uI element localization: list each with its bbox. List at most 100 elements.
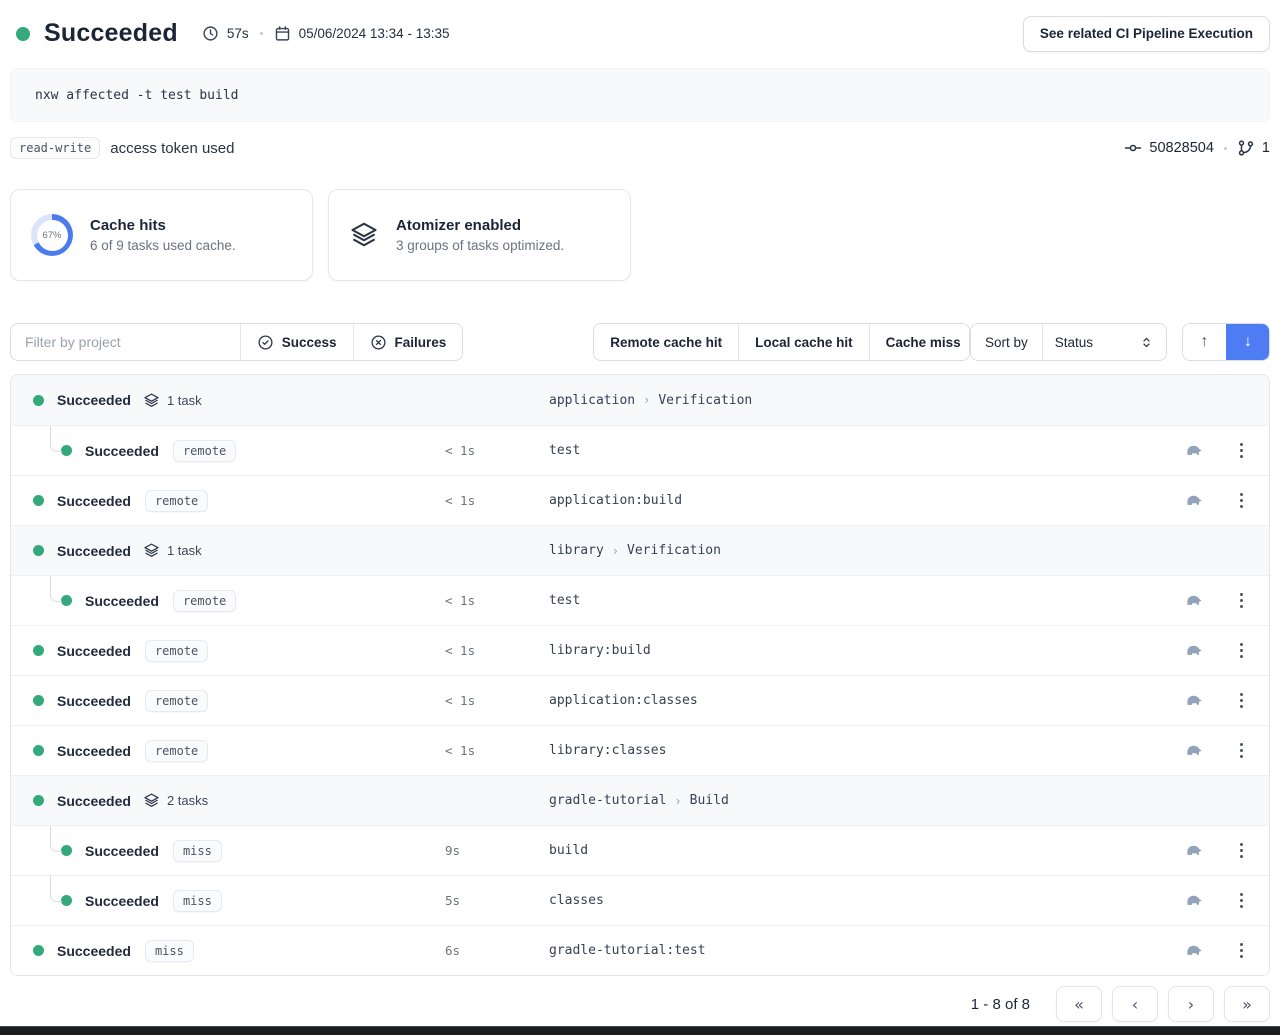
row-task-name: classes	[549, 893, 1157, 908]
row-duration: 6s	[445, 943, 549, 958]
command-box: nxw affected -t test build	[10, 68, 1270, 122]
calendar-icon	[274, 25, 291, 42]
row-menu-button[interactable]	[1234, 889, 1249, 912]
row-task-name: test	[549, 443, 1157, 458]
see-related-ci-pipeline-button[interactable]: See related CI Pipeline Execution	[1023, 16, 1270, 52]
row-menu-button[interactable]	[1234, 689, 1249, 712]
task-name-text: application:classes	[549, 693, 698, 708]
remote-cache-hit-button[interactable]: Remote cache hit	[594, 324, 738, 360]
gradle-elephant-icon[interactable]	[1183, 490, 1204, 511]
task-row: Succeededremote< 1sapplication:classes	[11, 675, 1269, 725]
sort-descending-button[interactable]: ↓	[1226, 324, 1269, 360]
row-menu-button[interactable]	[1234, 939, 1249, 962]
row-status-dot	[61, 845, 72, 856]
success-filter-label: Success	[282, 335, 337, 350]
sort-ascending-button[interactable]: ↑	[1183, 324, 1226, 360]
previous-page-button[interactable]: ‹	[1112, 986, 1158, 1022]
row-status-dot	[33, 745, 44, 756]
row-status-label: Succeeded	[85, 893, 159, 909]
task-name-text: test	[549, 593, 580, 608]
last-page-button[interactable]: »	[1224, 986, 1270, 1022]
atomizer-card: Atomizer enabled 3 groups of tasks optim…	[328, 189, 631, 281]
breadcrumb-chevron: ›	[643, 393, 650, 407]
row-status-dot	[61, 595, 72, 606]
row-status-cell: Succeededremote	[33, 426, 445, 475]
tree-connector	[33, 876, 61, 925]
gradle-elephant-icon[interactable]	[1183, 690, 1204, 711]
row-status-dot	[33, 395, 44, 406]
group-task-count: 1 task	[143, 542, 202, 559]
first-page-button[interactable]: «	[1056, 986, 1102, 1022]
task-row: Succeededmiss9sbuild	[11, 825, 1269, 875]
tree-connector	[33, 826, 61, 875]
cache-filter-group: Remote cache hit Local cache hit Cache m…	[593, 323, 970, 361]
row-actions	[1157, 939, 1253, 962]
row-menu-button[interactable]	[1234, 589, 1249, 612]
row-menu-button[interactable]	[1234, 439, 1249, 462]
row-actions	[1157, 489, 1253, 512]
row-actions	[1157, 739, 1253, 762]
group-task-count: 2 tasks	[143, 792, 208, 809]
gradle-elephant-icon[interactable]	[1183, 940, 1204, 961]
row-actions	[1157, 439, 1253, 462]
commit-sha[interactable]: 50828504	[1149, 140, 1214, 156]
row-status-label: Succeeded	[57, 392, 131, 408]
task-group-row: Succeeded1 tasklibrary›Verification	[11, 525, 1269, 575]
cache-status-badge: miss	[173, 890, 222, 912]
row-menu-button[interactable]	[1234, 489, 1249, 512]
group-task-count-label: 1 task	[167, 543, 202, 558]
branch-count[interactable]: 1	[1262, 140, 1270, 156]
row-actions	[1157, 639, 1253, 662]
gradle-elephant-icon[interactable]	[1183, 740, 1204, 761]
row-actions	[1157, 889, 1253, 912]
row-duration: < 1s	[445, 593, 549, 608]
row-task-name: library:classes	[549, 743, 1157, 758]
row-status-dot	[33, 645, 44, 656]
row-task-name: gradle-tutorial›Build	[549, 793, 1157, 808]
sort-field-select[interactable]: Status	[1042, 324, 1166, 360]
layers-icon	[143, 792, 160, 809]
run-meta: 57s 05/06/2024 13:34 - 13:35	[202, 25, 450, 42]
group-project-name: gradle-tutorial	[549, 793, 666, 808]
row-duration: 9s	[445, 843, 549, 858]
gradle-elephant-icon[interactable]	[1183, 840, 1204, 861]
row-status-dot	[33, 945, 44, 956]
task-name-text: library:build	[549, 643, 651, 658]
atomizer-subtitle: 3 groups of tasks optimized.	[396, 238, 564, 253]
local-cache-hit-button[interactable]: Local cache hit	[738, 324, 869, 360]
success-filter-button[interactable]: Success	[240, 324, 353, 360]
group-task-count-label: 2 tasks	[167, 793, 208, 808]
failures-filter-button[interactable]: Failures	[353, 324, 463, 360]
filter-by-project-input[interactable]	[11, 324, 240, 360]
row-status-cell: Succeededmiss	[33, 826, 445, 875]
row-menu-button[interactable]	[1234, 639, 1249, 662]
row-status-dot	[61, 895, 72, 906]
next-page-button[interactable]: ›	[1168, 986, 1214, 1022]
row-status-label: Succeeded	[85, 593, 159, 609]
cache-status-badge: miss	[173, 840, 222, 862]
cache-miss-button[interactable]: Cache miss	[869, 324, 970, 360]
gradle-elephant-icon[interactable]	[1183, 640, 1204, 661]
row-duration: < 1s	[445, 743, 549, 758]
cache-status-badge: remote	[173, 590, 236, 612]
pagination: 1 - 8 of 8 « ‹ › »	[10, 986, 1270, 1022]
row-status-cell: Succeededremote	[33, 676, 445, 725]
row-status-label: Succeeded	[57, 643, 131, 659]
filter-bar: Success Failures Remote cache hit Local …	[10, 323, 1270, 361]
task-row: Succeededremote< 1slibrary:build	[11, 625, 1269, 675]
row-task-name: application:classes	[549, 693, 1157, 708]
gradle-elephant-icon[interactable]	[1183, 890, 1204, 911]
row-menu-button[interactable]	[1234, 839, 1249, 862]
gradle-elephant-icon[interactable]	[1183, 440, 1204, 461]
command-text: nxw affected -t test build	[35, 88, 239, 103]
row-status-cell: Succeeded1 task	[33, 375, 445, 425]
row-status-cell: Succeeded remote	[33, 576, 445, 625]
row-status-label: Succeeded	[57, 693, 131, 709]
gradle-elephant-icon[interactable]	[1183, 590, 1204, 611]
bottom-edge-bar	[0, 1026, 1280, 1035]
row-status-label: Succeeded	[57, 543, 131, 559]
task-name-text: gradle-tutorial:test	[549, 943, 706, 958]
row-menu-button[interactable]	[1234, 739, 1249, 762]
task-list: Succeeded1 taskapplication›VerificationS…	[10, 374, 1270, 976]
breadcrumb-chevron: ›	[612, 544, 619, 558]
